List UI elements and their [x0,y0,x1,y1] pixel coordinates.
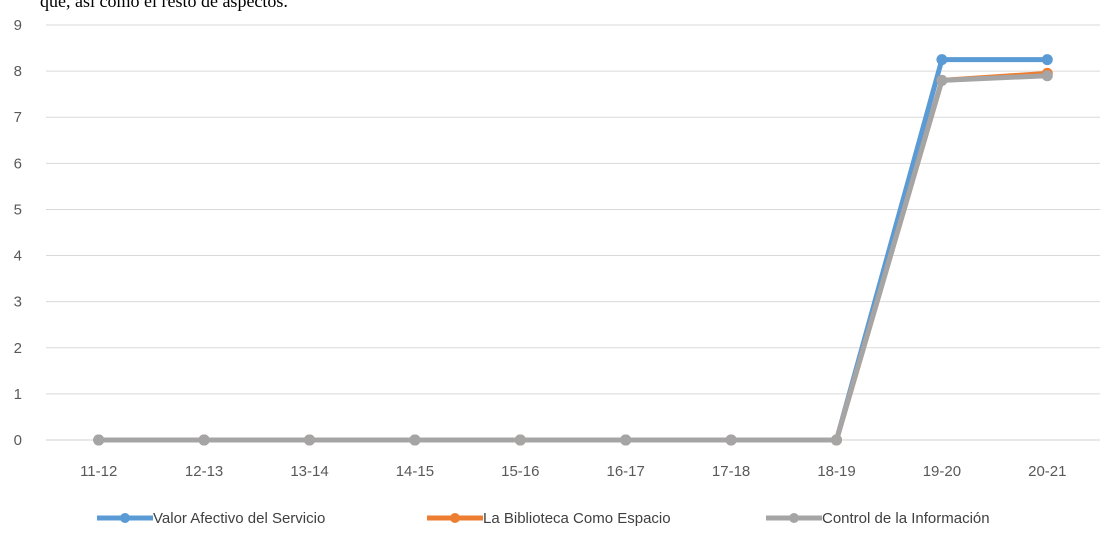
series-line-0 [96,57,1050,443]
y-tick-label: 2 [14,340,22,357]
y-tick-label: 4 [14,248,22,265]
series-line-1 [96,70,1050,443]
legend-item-biblioteca-espacio: La Biblioteca Como Espacio [427,503,671,533]
data-point [1041,70,1053,82]
x-tick-label: 15-16 [501,463,539,480]
y-tick-label: 8 [14,63,22,80]
legend-swatch-biblioteca-espacio [427,513,483,523]
line-chart: 0 1 2 3 4 5 6 7 8 9 11-12 12-13 13-14 14-15 15-16 16-1… [14,17,1100,480]
data-point [93,434,105,446]
series-lines [93,54,1053,446]
y-tick-label: 1 [14,386,22,403]
x-tick-label: 16-17 [607,463,645,480]
y-tick-label: 6 [14,155,22,172]
data-point [514,434,526,446]
data-point [1041,54,1053,66]
x-axis-ticks: 11-12 12-13 13-14 14-15 15-16 16-17 17-18 18-19… [80,463,1066,480]
x-tick-label: 12-13 [185,463,223,480]
legend-label-control-informacion: Control de la Información [822,509,990,527]
y-tick-label: 9 [14,17,22,34]
legend-label-biblioteca-espacio: La Biblioteca Como Espacio [483,509,671,527]
x-tick-label: 11-12 [80,463,117,480]
x-tick-label: 14-15 [396,463,434,480]
data-point [936,74,948,86]
y-tick-label: 7 [14,109,22,126]
legend-label-valor-afectivo: Valor Afectivo del Servicio [153,509,326,527]
data-point [198,434,210,446]
data-point [304,434,315,446]
legend-swatch-control-informacion [766,513,822,523]
data-point [936,54,948,66]
x-tick-label: 13-14 [290,463,328,480]
x-tick-label: 20-21 [1028,463,1066,480]
paragraph-fragment: que, así como el resto de aspectos. [40,0,288,11]
data-point [831,434,842,446]
y-tick-label: 3 [14,294,22,311]
series-line-2 [96,73,1050,443]
x-tick-label: 17-18 [712,463,750,480]
legend-item-control-informacion: Control de la Información [766,503,990,533]
data-point [409,434,421,446]
legend-item-valor-afectivo: Valor Afectivo del Servicio [97,503,325,533]
data-point [725,434,737,446]
x-tick-label: 18-19 [817,463,855,480]
legend-swatch-valor-afectivo [97,513,153,523]
gridlines [46,24,1100,441]
y-tick-label: 5 [14,201,22,218]
y-axis-ticks: 0 1 2 3 4 5 6 7 8 9 [14,17,22,449]
legend: Valor Afectivo del Servicio La Bibliotec… [0,503,1107,533]
data-point [620,434,632,446]
y-tick-label: 0 [14,432,22,449]
x-tick-label: 19-20 [923,463,961,480]
